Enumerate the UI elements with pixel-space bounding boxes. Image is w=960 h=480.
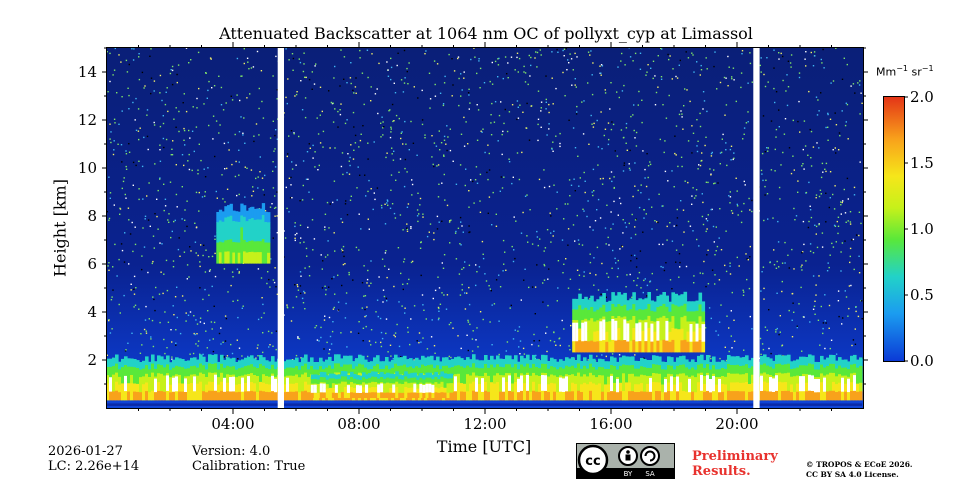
data-gap (753, 47, 760, 409)
y-tick-label: 12 (78, 111, 97, 129)
x-axis-label: Time [UTC] (436, 437, 532, 456)
y-axis-label: Height [km] (50, 179, 70, 277)
colorbar-tick-label: 1.5 (910, 154, 934, 172)
colorbar (883, 96, 905, 362)
badge-by-label: BY (624, 470, 633, 478)
preliminary-note: Preliminary Results. (692, 449, 778, 479)
colorbar-unit: Mm−1 sr−1 (876, 64, 934, 79)
y-tick-label: 4 (87, 303, 97, 321)
preliminary-line1: Preliminary (692, 449, 778, 464)
version-info: Version: 4.0 Calibration: True (192, 444, 305, 474)
x-tick-label: 12:00 (463, 415, 506, 433)
copyright-line1: © TROPOS & ECoE 2026. (806, 460, 913, 469)
cloud-layer (572, 291, 706, 353)
dense-aerosol-core (310, 371, 454, 398)
cc-license-badge: cc BY SA (576, 443, 675, 479)
elevated-layer (216, 203, 271, 264)
date-text: 2026-01-27 (48, 444, 123, 459)
colorbar-tick-label: 1.0 (910, 220, 934, 238)
x-tick-label: 20:00 (715, 415, 758, 433)
y-tick-label: 14 (78, 63, 97, 81)
cc-icon (577, 444, 609, 476)
date-info: 2026-01-27 LC: 2.26e+14 (48, 444, 139, 474)
chart-title: Attenuated Backscatter at 1064 nm OC of … (219, 24, 753, 43)
preliminary-line2: Results. (692, 464, 751, 479)
share-alike-icon (640, 446, 660, 466)
y-tick-label: 6 (87, 255, 97, 273)
colorbar-tick-label: 2.0 (910, 88, 934, 106)
copyright-line2: CC BY SA 4.0 License. (806, 470, 899, 479)
x-tick-label: 04:00 (211, 415, 254, 433)
calibration-text: Calibration: True (192, 459, 306, 474)
data-gap (277, 47, 284, 409)
colorbar-tick-label: 0.0 (910, 352, 934, 370)
y-tick-label: 10 (78, 159, 97, 177)
x-tick-label: 16:00 (589, 415, 632, 433)
y-tick-label: 2 (87, 351, 97, 369)
backscatter-heatmap (106, 47, 864, 409)
noise-speckles (106, 47, 863, 379)
svg-text:cc: cc (585, 454, 600, 469)
y-tick-label: 8 (87, 207, 97, 225)
badge-sa-label: SA (645, 470, 655, 478)
heatmap-canvas (106, 47, 864, 409)
colorbar-tick-label: 0.5 (910, 286, 934, 304)
copyright-note: © TROPOS & ECoE 2026. CC BY SA 4.0 Licens… (806, 460, 913, 480)
x-tick-label: 08:00 (337, 415, 380, 433)
lc-text: LC: 2.26e+14 (48, 459, 140, 474)
surface-line (106, 403, 862, 406)
version-text: Version: 4.0 (192, 444, 271, 459)
